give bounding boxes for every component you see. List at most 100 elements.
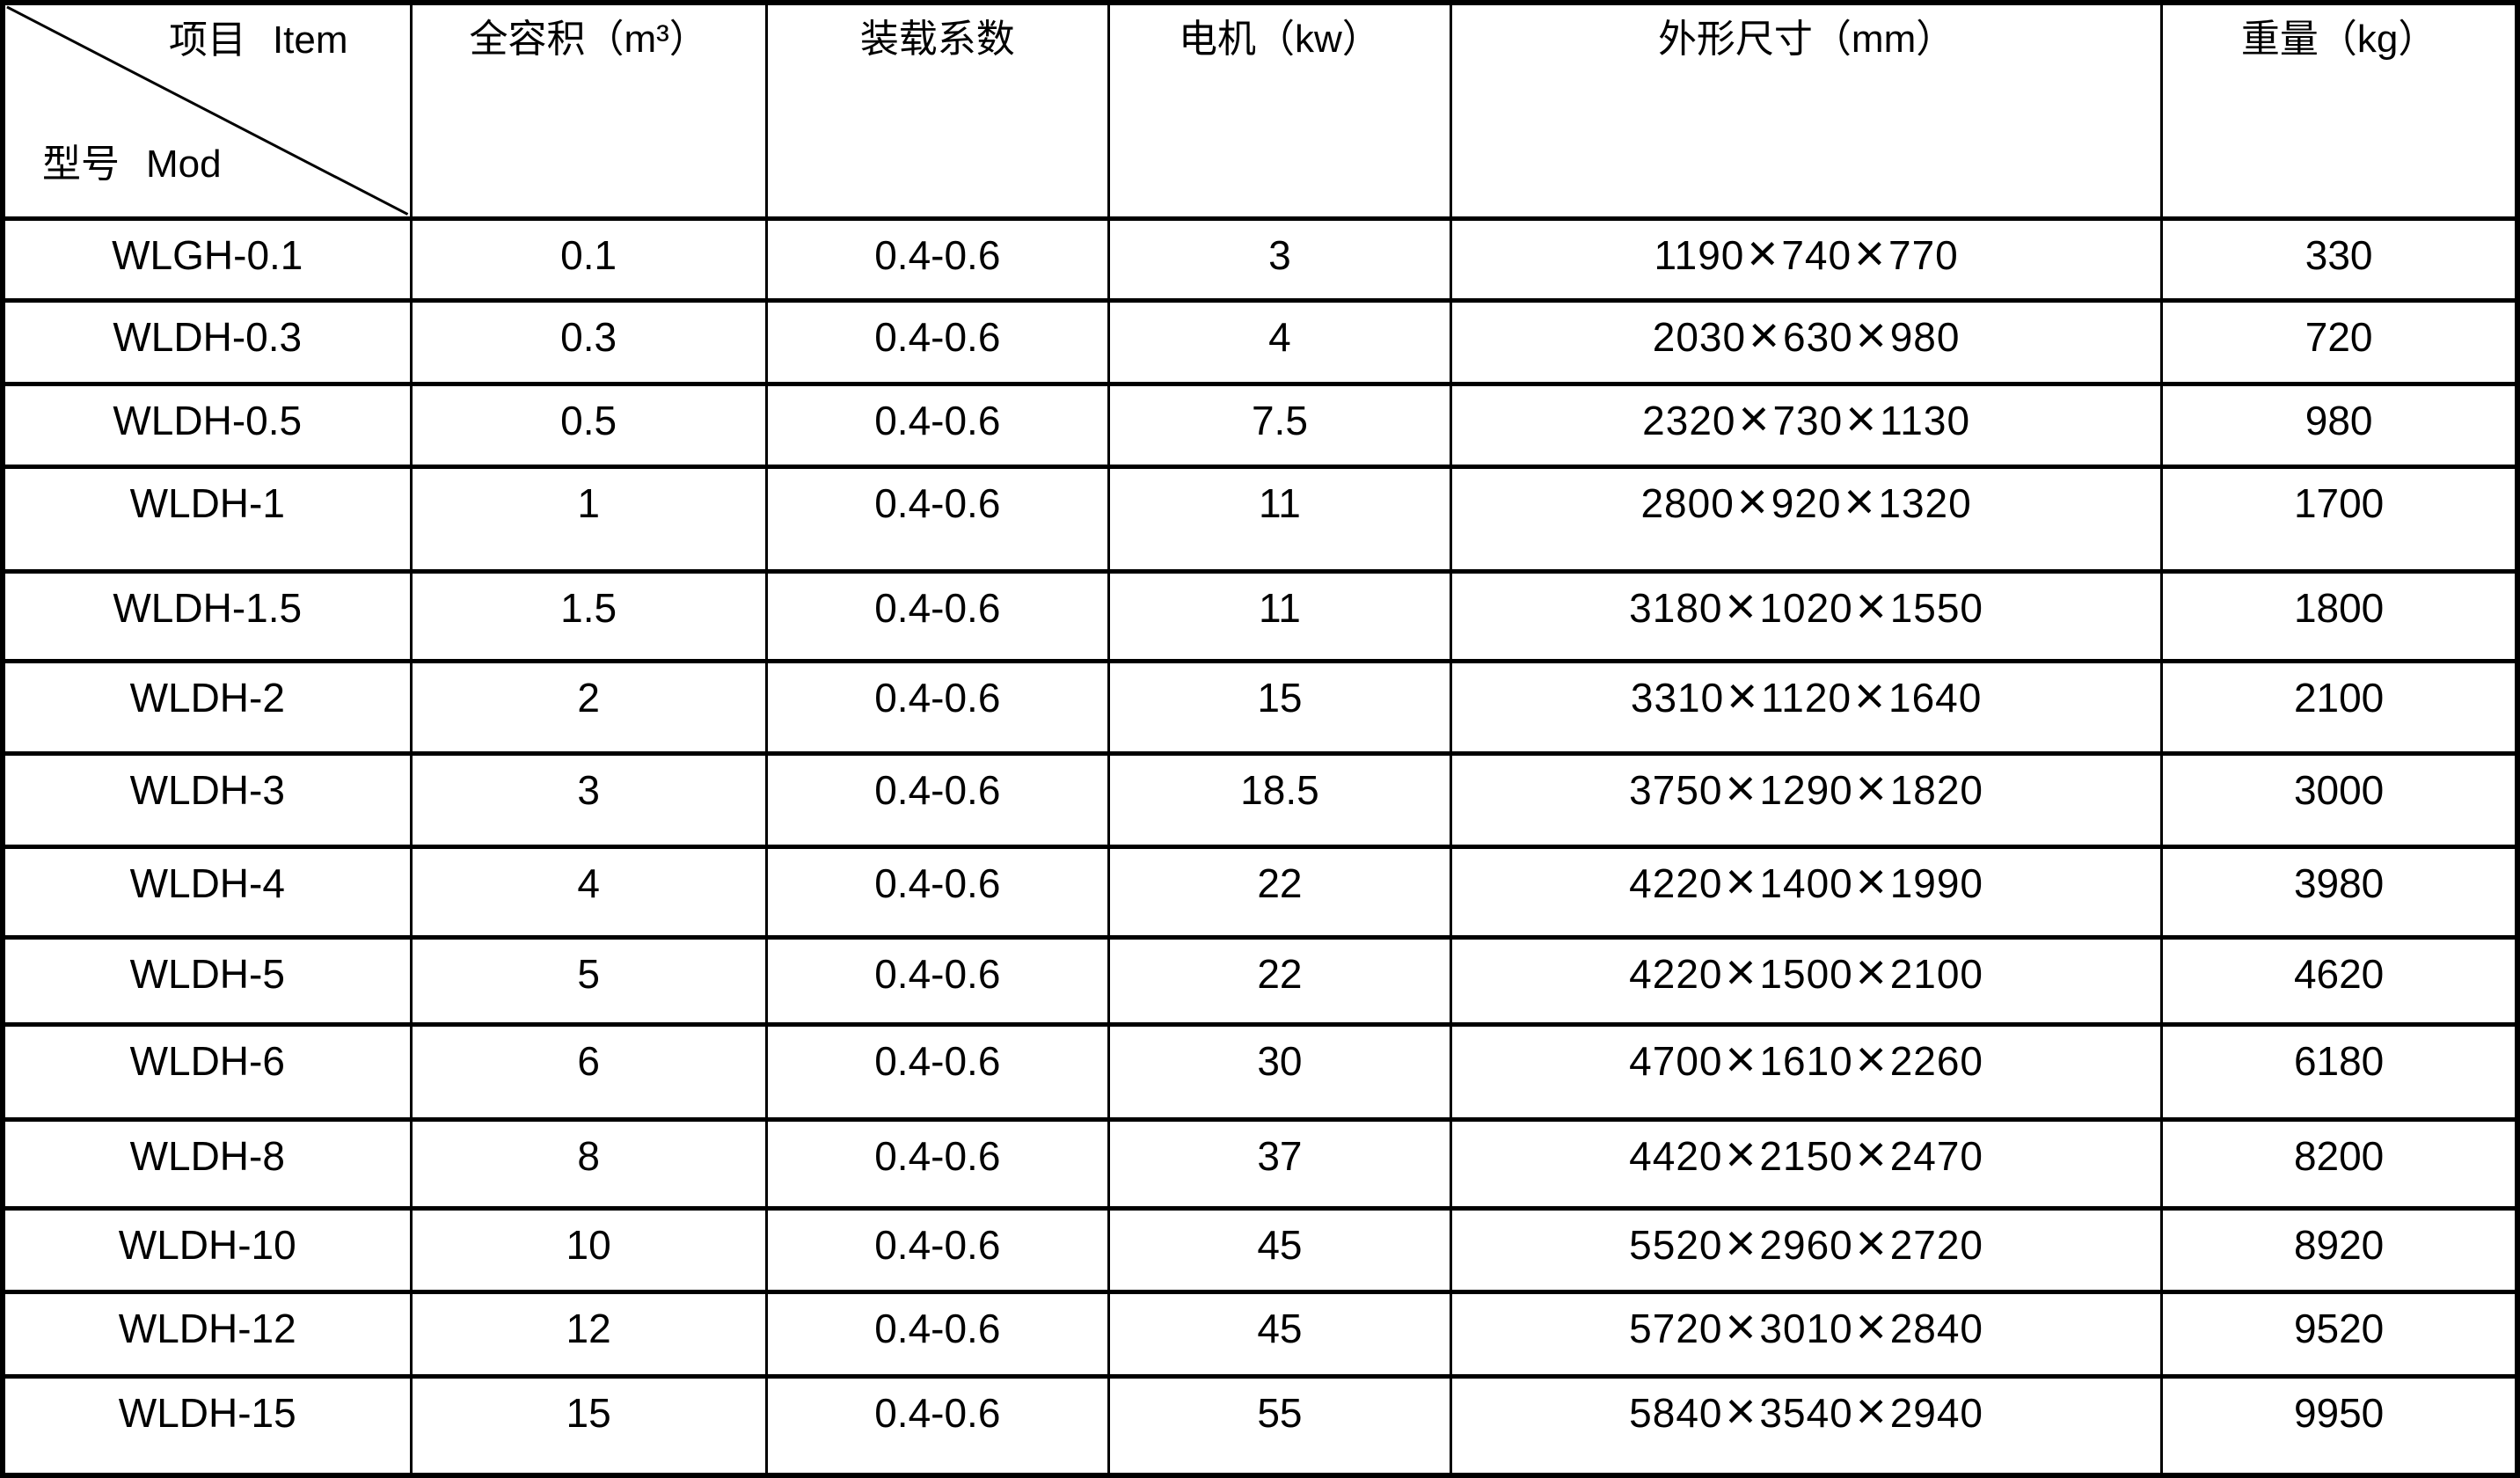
load-factor-value: 0.4-0.6 — [874, 766, 1001, 813]
dimensions-value: 2320×730×1130 — [1642, 388, 1971, 448]
column-header-motor-label: 电机（kw） — [1179, 18, 1381, 61]
times-icon: × — [1725, 942, 1757, 1001]
capacity-cell: 4 — [409, 845, 768, 940]
model-cell: WLGH-0.1 — [1, 216, 413, 304]
weight-cell: 4620 — [2160, 935, 2519, 1027]
weight-cell: 3000 — [2160, 750, 2519, 850]
load-factor-cell: 0.4-0.6 — [764, 465, 1110, 574]
header-row: 项目 Item 型号 Mod 全容积（m³） 装载系数 电机（kw） 外形尺寸（mm… — [1, 0, 2519, 221]
motor-cell: 3 — [1107, 216, 1452, 304]
weight-value: 980 — [2305, 397, 2373, 443]
motor-cell: 4 — [1107, 298, 1452, 386]
load-factor-value: 0.4-0.6 — [874, 951, 1001, 997]
weight-cell: 8920 — [2160, 1205, 2519, 1295]
weight-value: 3980 — [2293, 860, 2385, 907]
weight-cell: 9520 — [2160, 1290, 2519, 1379]
motor-cell: 45 — [1107, 1205, 1452, 1295]
dimensions-cell: 3750×1290×1820 — [1449, 750, 2164, 850]
model-value: WLDH-0.5 — [113, 397, 303, 443]
diagonal-line — [5, 5, 410, 216]
dimensions-value: 3180×1020×1550 — [1629, 575, 1984, 635]
capacity-cell: 10 — [409, 1205, 768, 1295]
weight-value: 330 — [2305, 231, 2373, 278]
capacity-cell: 0.5 — [409, 381, 768, 470]
dimensions-value: 5840×3540×2940 — [1629, 1380, 1984, 1440]
motor-value: 4 — [1268, 314, 1291, 361]
capacity-cell: 12 — [409, 1290, 768, 1379]
dimensions-cell: 5720×3010×2840 — [1449, 1290, 2164, 1379]
load-factor-value: 0.4-0.6 — [874, 675, 1001, 721]
motor-cell: 11 — [1107, 465, 1452, 574]
load-factor-cell: 0.4-0.6 — [764, 1290, 1110, 1379]
load-factor-cell: 0.4-0.6 — [764, 381, 1110, 470]
model-value: WLDH-5 — [129, 951, 285, 997]
motor-cell: 11 — [1107, 568, 1452, 664]
corner-model-zh: 型号 — [42, 143, 120, 186]
table-row: WLDH-6 6 0.4-0.6 30 4700×1610×2260 6180 — [1, 1021, 2519, 1123]
capacity-value: 10 — [566, 1221, 611, 1268]
table-row: WLDH-0.5 0.5 0.4-0.6 7.5 2320×730×1130 9… — [1, 381, 2519, 470]
capacity-value: 0.3 — [560, 314, 617, 361]
weight-cell: 9950 — [2160, 1373, 2519, 1478]
motor-value: 7.5 — [1251, 397, 1308, 443]
corner-model-en: Mod — [146, 143, 222, 186]
dimensions-value: 4420×2150×2470 — [1629, 1124, 1984, 1184]
capacity-cell: 6 — [409, 1021, 768, 1123]
capacity-value: 6 — [577, 1037, 600, 1084]
load-factor-value: 0.4-0.6 — [874, 1037, 1001, 1084]
table-row: WLDH-12 12 0.4-0.6 45 5720×3010×2840 952… — [1, 1290, 2519, 1379]
model-value: WLDH-10 — [118, 1221, 296, 1268]
weight-value: 1700 — [2293, 480, 2385, 527]
load-factor-value: 0.4-0.6 — [874, 1221, 1001, 1268]
model-value: WLDH-2 — [129, 675, 285, 721]
dimensions-value: 4220×1500×2100 — [1629, 942, 1984, 1001]
load-factor-value: 0.4-0.6 — [874, 860, 1001, 907]
model-cell: WLDH-3 — [1, 750, 413, 850]
motor-cell: 30 — [1107, 1021, 1452, 1123]
model-cell: WLDH-1.5 — [1, 568, 413, 664]
capacity-value: 15 — [566, 1389, 611, 1436]
motor-value: 22 — [1257, 860, 1303, 907]
load-factor-cell: 0.4-0.6 — [764, 659, 1110, 756]
load-factor-value: 0.4-0.6 — [874, 584, 1001, 631]
load-factor-value: 0.4-0.6 — [874, 1133, 1001, 1180]
capacity-cell: 0.1 — [409, 216, 768, 304]
times-icon: × — [1855, 1297, 1888, 1357]
load-factor-cell: 0.4-0.6 — [764, 1373, 1110, 1478]
model-cell: WLDH-2 — [1, 659, 413, 756]
model-value: WLGH-0.1 — [112, 231, 303, 278]
times-icon: × — [1727, 666, 1759, 726]
dimensions-value: 3310×1120×1640 — [1630, 666, 1983, 726]
capacity-cell: 1.5 — [409, 568, 768, 664]
column-header-dimensions-label: 外形尺寸（mm） — [1657, 18, 1955, 61]
capacity-cell: 8 — [409, 1117, 768, 1211]
column-header-motor: 电机（kw） — [1107, 0, 1452, 221]
model-value: WLDH-0.3 — [113, 314, 303, 361]
weight-value: 720 — [2305, 314, 2373, 361]
capacity-value: 0.5 — [560, 397, 617, 443]
load-factor-cell: 0.4-0.6 — [764, 568, 1110, 664]
table-body: WLGH-0.1 0.1 0.4-0.6 3 1190×740×770 330 … — [1, 216, 2519, 1478]
dimensions-cell: 3310×1120×1640 — [1449, 659, 2164, 756]
times-icon: × — [1747, 223, 1779, 282]
table-row: WLDH-3 3 0.4-0.6 18.5 3750×1290×1820 300… — [1, 750, 2519, 850]
model-cell: WLDH-8 — [1, 1117, 413, 1211]
model-value: WLDH-3 — [129, 766, 285, 813]
weight-cell: 3980 — [2160, 845, 2519, 940]
load-factor-value: 0.4-0.6 — [874, 397, 1001, 443]
motor-cell: 22 — [1107, 845, 1452, 940]
table-row: WLDH-2 2 0.4-0.6 15 3310×1120×1640 2100 — [1, 659, 2519, 756]
weight-value: 6180 — [2293, 1037, 2385, 1084]
load-factor-value: 0.4-0.6 — [874, 231, 1001, 278]
load-factor-cell: 0.4-0.6 — [764, 1117, 1110, 1211]
load-factor-cell: 0.4-0.6 — [764, 935, 1110, 1027]
table-row: WLDH-4 4 0.4-0.6 22 4220×1400×1990 3980 — [1, 845, 2519, 940]
model-value: WLDH-6 — [129, 1037, 285, 1084]
corner-item-zh: 项目 — [168, 18, 246, 62]
weight-cell: 6180 — [2160, 1021, 2519, 1123]
capacity-cell: 2 — [409, 659, 768, 756]
motor-value: 30 — [1257, 1037, 1303, 1084]
times-icon: × — [1855, 1212, 1888, 1272]
times-icon: × — [1854, 666, 1886, 726]
